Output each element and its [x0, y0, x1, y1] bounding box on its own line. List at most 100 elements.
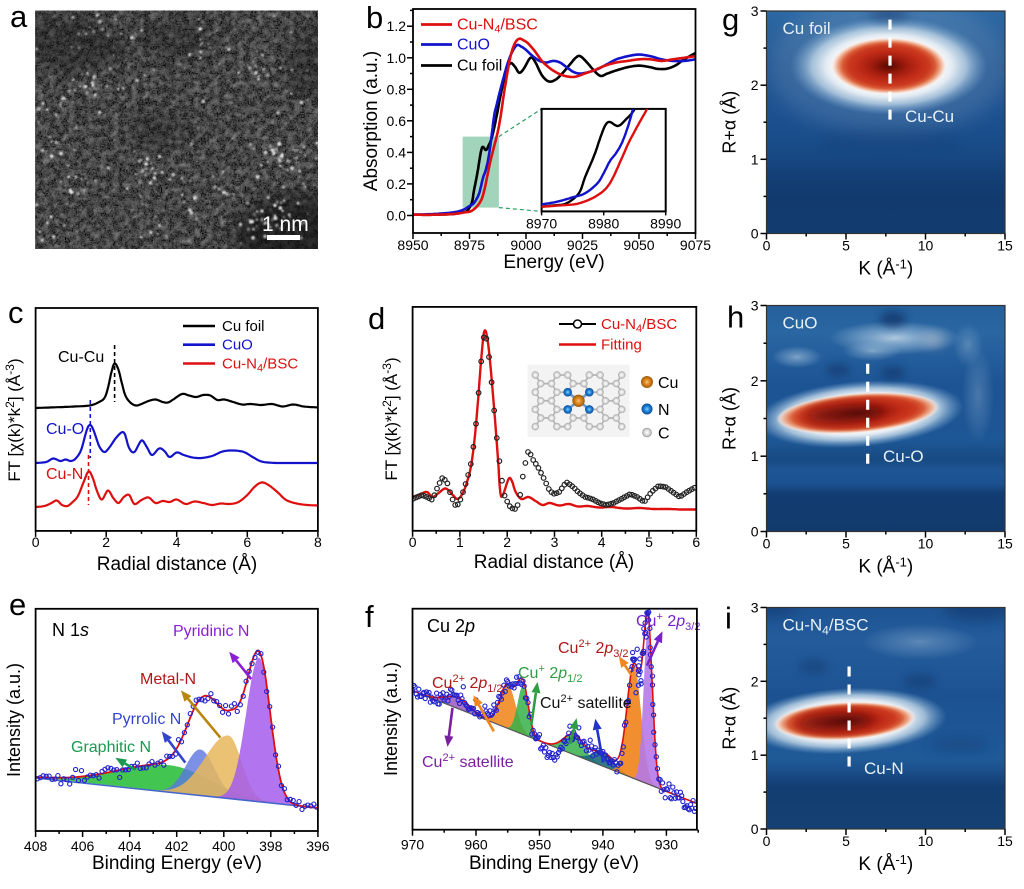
svg-text:8970: 8970: [526, 215, 557, 231]
svg-text:a: a: [10, 0, 28, 34]
svg-text:0: 0: [751, 226, 759, 242]
svg-text:Cu-N: Cu-N: [46, 466, 83, 483]
svg-text:3: 3: [551, 534, 559, 550]
svg-text:398: 398: [259, 838, 283, 854]
svg-text:5: 5: [842, 536, 850, 552]
svg-text:R+α (Å): R+α (Å): [720, 387, 740, 450]
svg-text:Cu-N: Cu-N: [864, 759, 904, 778]
svg-text:1.2: 1.2: [387, 18, 407, 34]
svg-text:FT [χ(k)*k2] (Å-3): FT [χ(k)*k2] (Å-3): [380, 357, 401, 480]
svg-text:6: 6: [692, 534, 700, 550]
svg-text:9025: 9025: [567, 237, 598, 253]
svg-text:0.8: 0.8: [387, 81, 407, 97]
svg-text:1 nm: 1 nm: [262, 213, 309, 236]
svg-text:930: 930: [655, 837, 679, 853]
svg-text:1: 1: [456, 534, 464, 550]
svg-text:Cu+ 2p1/2: Cu+ 2p1/2: [518, 663, 582, 685]
svg-text:Cu-N4/BSC: Cu-N4/BSC: [457, 17, 538, 36]
svg-text:9000: 9000: [510, 237, 541, 253]
svg-text:2: 2: [751, 77, 759, 93]
svg-text:8950: 8950: [397, 237, 428, 253]
svg-text:c: c: [8, 295, 24, 330]
svg-text:Cu2+ satellite: Cu2+ satellite: [540, 693, 632, 712]
svg-text:N: N: [658, 402, 670, 419]
svg-text:408: 408: [24, 838, 48, 854]
svg-text:0.2: 0.2: [387, 176, 407, 192]
svg-text:3: 3: [751, 3, 759, 19]
svg-text:5: 5: [645, 534, 653, 550]
svg-text:f: f: [365, 599, 374, 634]
svg-text:Energy (eV): Energy (eV): [503, 252, 604, 273]
svg-text:15: 15: [997, 833, 1013, 849]
svg-text:Cu2+ satellite: Cu2+ satellite: [422, 752, 514, 771]
svg-text:10: 10: [918, 833, 934, 849]
svg-text:Cu-N4/BSC: Cu-N4/BSC: [783, 616, 869, 638]
svg-text:950: 950: [528, 837, 552, 853]
svg-text:3: 3: [751, 298, 759, 314]
svg-text:i: i: [725, 601, 732, 636]
svg-text:9050: 9050: [623, 237, 654, 253]
svg-text:Cu foil: Cu foil: [783, 19, 831, 38]
svg-text:Cu2+ 2p1/2: Cu2+ 2p1/2: [432, 673, 503, 695]
svg-text:1: 1: [751, 747, 759, 763]
svg-text:Intensity (a.u.): Intensity (a.u.): [4, 663, 24, 777]
svg-text:C: C: [658, 426, 670, 443]
svg-text:0.4: 0.4: [387, 144, 407, 160]
svg-text:h: h: [727, 300, 744, 335]
svg-text:Cu-O: Cu-O: [883, 447, 924, 466]
svg-text:e: e: [9, 587, 26, 622]
svg-text:FT [χ(k)*k2] (Å-3): FT [χ(k)*k2] (Å-3): [3, 358, 24, 481]
svg-text:Cu foil: Cu foil: [222, 318, 265, 335]
svg-text:402: 402: [165, 838, 189, 854]
svg-text:4: 4: [598, 534, 606, 550]
svg-text:Radial distance (Å): Radial distance (Å): [97, 554, 258, 575]
svg-text:Graphitic N: Graphitic N: [71, 739, 151, 756]
svg-text:Pyridinic N: Pyridinic N: [173, 623, 249, 640]
svg-text:0: 0: [763, 238, 771, 254]
svg-text:Fitting: Fitting: [601, 337, 642, 354]
svg-text:Cu2+ 2p3/2: Cu2+ 2p3/2: [558, 638, 629, 660]
svg-text:2: 2: [503, 534, 511, 550]
svg-text:6: 6: [243, 534, 251, 550]
svg-text:CuO: CuO: [222, 337, 253, 354]
svg-text:Cu-Cu: Cu-Cu: [905, 107, 954, 126]
svg-text:8: 8: [314, 534, 322, 550]
svg-text:0: 0: [751, 524, 759, 540]
svg-text:2: 2: [102, 534, 110, 550]
svg-text:3: 3: [751, 600, 759, 616]
svg-text:2: 2: [751, 373, 759, 389]
svg-text:8990: 8990: [650, 215, 681, 231]
svg-text:9075: 9075: [680, 237, 711, 253]
svg-text:Cu foil: Cu foil: [457, 58, 502, 75]
svg-text:8975: 8975: [454, 237, 485, 253]
svg-text:Cu-Cu: Cu-Cu: [58, 349, 104, 366]
svg-text:Cu-O: Cu-O: [46, 421, 84, 438]
svg-text:0: 0: [32, 534, 40, 550]
svg-text:Cu: Cu: [658, 375, 678, 392]
svg-text:970: 970: [401, 837, 425, 853]
svg-text:10: 10: [918, 238, 934, 254]
svg-text:10: 10: [918, 536, 934, 552]
svg-text:b: b: [366, 0, 383, 35]
svg-text:Pyrrolic N: Pyrrolic N: [112, 711, 181, 728]
svg-text:Cu-N4/BSC: Cu-N4/BSC: [601, 316, 677, 335]
svg-text:R+α (Å): R+α (Å): [720, 91, 740, 154]
svg-text:Absorption (a.u.): Absorption (a.u.): [361, 51, 382, 191]
svg-text:R+α (Å): R+α (Å): [720, 687, 740, 750]
svg-text:0: 0: [763, 833, 771, 849]
svg-text:CuO: CuO: [457, 37, 490, 54]
svg-text:15: 15: [997, 536, 1013, 552]
svg-text:2: 2: [751, 673, 759, 689]
svg-text:1: 1: [751, 448, 759, 464]
svg-text:5: 5: [842, 238, 850, 254]
svg-text:Cu 2p: Cu 2p: [427, 616, 475, 636]
svg-text:N 1s: N 1s: [52, 620, 89, 640]
svg-text:Binding Energy (eV): Binding Energy (eV): [469, 853, 639, 874]
svg-text:0.0: 0.0: [387, 208, 407, 224]
svg-text:1: 1: [751, 151, 759, 167]
svg-text:Radial distance (Å): Radial distance (Å): [474, 552, 635, 573]
svg-text:8980: 8980: [588, 215, 619, 231]
svg-text:960: 960: [464, 837, 488, 853]
svg-text:1.0: 1.0: [387, 50, 407, 66]
svg-text:15: 15: [997, 238, 1013, 254]
